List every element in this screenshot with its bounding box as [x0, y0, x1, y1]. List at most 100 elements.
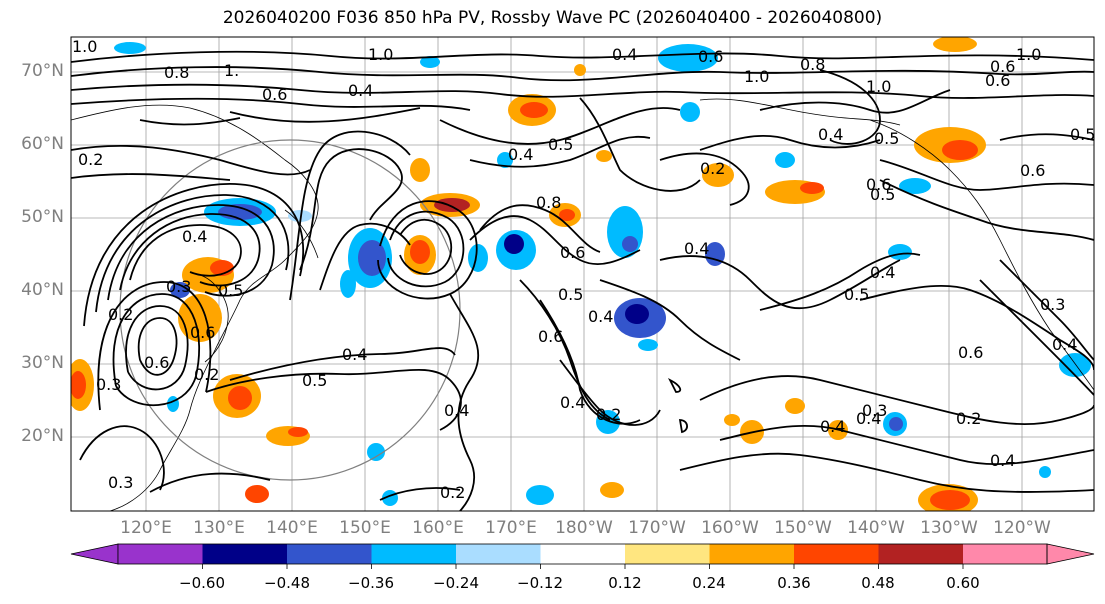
lat-label: 20°N	[21, 426, 64, 446]
lon-label: 130°W	[920, 518, 978, 538]
lon-label: 170°W	[628, 518, 686, 538]
pv-contour-label: 0.2	[78, 150, 103, 169]
pv-contour-label: 1.	[224, 61, 239, 80]
pv-contour-label: 0.8	[536, 193, 561, 212]
colorbar-tick-label: −0.12	[517, 574, 563, 592]
pv-contour-label: 0.3	[96, 375, 121, 394]
colorbar-tick-label: 0.36	[777, 574, 811, 592]
lon-label: 180°W	[555, 518, 613, 538]
colorbar-segment	[287, 544, 372, 564]
pv-contour-label: 0.4	[348, 81, 373, 100]
pv-contour-label: 0.5	[870, 185, 895, 204]
lon-label: 120°E	[120, 518, 172, 538]
pv-contour-label: 0.2	[108, 305, 133, 324]
pv-contour-label: 0.4	[560, 393, 585, 412]
colorbar-tick-label: −0.48	[264, 574, 310, 592]
pv-contour-label: 0.6	[262, 85, 287, 104]
pv-contours	[71, 50, 1094, 511]
pv-contour-label: 0.2	[194, 365, 219, 384]
pv-contour-label: 0.6	[958, 343, 983, 362]
lon-label: 130°E	[193, 518, 245, 538]
coastlines	[71, 98, 1094, 511]
pv-contour-label: 0.5	[844, 285, 869, 304]
lon-label: 160°W	[701, 518, 759, 538]
colorbar-segment	[794, 544, 879, 564]
pv-contour-label: 0.6	[190, 323, 215, 342]
pv-contour-label: 1.0	[72, 37, 97, 56]
colorbar-extend-min	[70, 543, 119, 565]
pv-contour-label: 0.3	[108, 473, 133, 492]
lon-label: 140°E	[266, 518, 318, 538]
colorbar-tick-label: 0.48	[861, 574, 895, 592]
colorbar-segment	[202, 544, 287, 564]
pv-contour-label: 0.2	[440, 483, 465, 502]
lon-label: 160°E	[412, 518, 464, 538]
pv-contour-label: 0.3	[166, 277, 191, 296]
lon-label: 120°W	[993, 518, 1051, 538]
colorbar-segment	[371, 544, 456, 564]
pv-contour-label: 0.6	[144, 353, 169, 372]
pv-contour-label: 0.5	[218, 281, 243, 300]
colorbar-segment	[456, 544, 541, 564]
pv-contour-label: 0.2	[700, 159, 725, 178]
pv-contour-label: 1.0	[866, 77, 891, 96]
colorbar-segment	[625, 544, 710, 564]
pv-contour-label: 0.6	[698, 47, 723, 66]
pv-contour-label: 0.5	[874, 129, 899, 148]
pv-contour-label: 0.6	[985, 71, 1010, 90]
pv-contour-label: 0.2	[956, 409, 981, 428]
pv-contour-label: 0.4	[990, 451, 1015, 470]
colorbar-segment	[540, 544, 625, 564]
pv-contour-label: 0.8	[164, 63, 189, 82]
lon-label: 150°E	[339, 518, 391, 538]
rossby-wave-pc-shading	[71, 37, 1091, 511]
pv-contour-label: 0.3	[1040, 295, 1065, 314]
lon-label: 140°W	[847, 518, 905, 538]
pv-contour-label: 1.0	[368, 45, 393, 64]
colorbar	[70, 543, 1095, 569]
lon-label: 150°W	[774, 518, 832, 538]
pv-contour-label: 0.5	[558, 285, 583, 304]
pv-contour-label: 0.5	[548, 135, 573, 154]
colorbar-segment	[878, 544, 963, 564]
colorbar-tick-label: −0.24	[433, 574, 479, 592]
lat-label: 70°N	[21, 61, 64, 81]
pv-contour-label: 0.4	[818, 125, 843, 144]
lat-label: 30°N	[21, 353, 64, 373]
pv-contour-label: 0.6	[538, 327, 563, 346]
pv-contour-label: 0.6	[990, 57, 1015, 76]
map-title: 2026040200 F036 850 hPa PV, Rossby Wave …	[222, 8, 883, 28]
pv-contour-label: 0.4	[1052, 335, 1077, 354]
pv-contour-label: 0.4	[508, 145, 533, 164]
pv-contour-label: 0.4	[182, 227, 207, 246]
pv-contour-label: 0.4	[588, 307, 613, 326]
lon-label: 170°E	[485, 518, 537, 538]
pv-contour-label: 0.5	[1070, 125, 1095, 144]
pv-contour-label: 0.4	[856, 409, 881, 428]
pv-contour-label: 0.6	[866, 175, 891, 194]
pv-contour-label: 0.4	[342, 345, 367, 364]
pv-contour-label: 0.4	[444, 401, 469, 420]
pv-contour-label: 0.4	[870, 263, 895, 282]
colorbar-segment	[709, 544, 794, 564]
colorbar-extend-max	[1046, 543, 1095, 565]
colorbar-segment	[118, 544, 203, 564]
colorbar-tick-label: 0.12	[608, 574, 642, 592]
pv-contour-label: 0.8	[800, 55, 825, 74]
colorbar-tick-label: 0.24	[692, 574, 726, 592]
pv-contour-label: 0.6	[560, 243, 585, 262]
pv-contour-label: 0.3	[862, 401, 887, 420]
pv-contour-labels: 1.0 0.8 1. 0.6 0.4 1.0 0.4 0.6 0.8 1.0 0…	[72, 37, 1095, 502]
pv-contour-label: 0.4	[684, 239, 709, 258]
pv-contour-label: 1.0	[744, 67, 769, 86]
pv-contour-label: 0.2	[596, 405, 621, 424]
colorbar-tick-label: −0.36	[348, 574, 394, 592]
colorbar-segment	[963, 544, 1047, 564]
lat-label: 40°N	[21, 280, 64, 300]
pv-contour-label: 0.4	[612, 45, 637, 64]
pv-contour-label: 0.5	[302, 371, 327, 390]
pv-contour-label: 0.6	[1020, 161, 1045, 180]
lat-label: 60°N	[21, 134, 64, 154]
colorbar-tick-label: 0.60	[946, 574, 980, 592]
